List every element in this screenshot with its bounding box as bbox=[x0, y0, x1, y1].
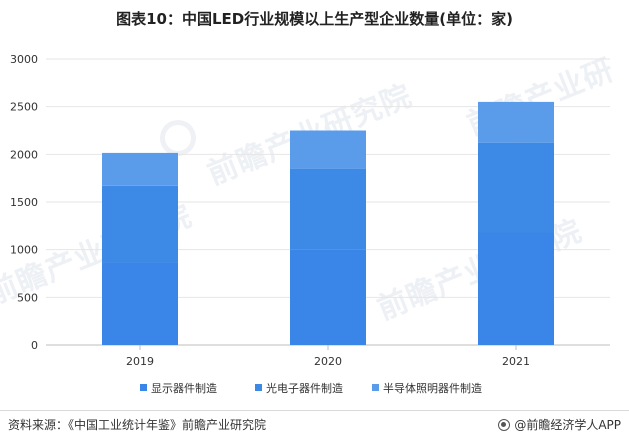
brand-logo-icon bbox=[498, 418, 511, 431]
y-tick-label: 1000 bbox=[10, 244, 38, 257]
bar-segment-3-2019 bbox=[102, 152, 178, 186]
bar-segment-3-2020 bbox=[290, 130, 366, 169]
brand-credit: @前瞻经济学人APP bbox=[498, 416, 621, 433]
axes bbox=[46, 344, 610, 350]
legend-label-2: 光电子器件制造 bbox=[266, 381, 343, 395]
bar-segment-2-2021 bbox=[478, 142, 554, 233]
y-tick-label: 3000 bbox=[10, 53, 38, 66]
chart-title: 图表10：中国LED行业规模以上生产型企业数量(单位：家) bbox=[116, 10, 513, 28]
bar-segment-2-2019 bbox=[102, 185, 178, 263]
footer-divider bbox=[0, 410, 629, 411]
bar-segment-2-2020 bbox=[290, 168, 366, 250]
y-tick-label: 2500 bbox=[10, 101, 38, 114]
source-note: 资料来源：《中国工业统计年鉴》前瞻产业研究院 bbox=[8, 418, 267, 432]
y-tick-label: 2000 bbox=[10, 148, 38, 161]
tick-labels: 0 500 1000 1500 2000 2500 3000 2019 2020 2021 bbox=[10, 53, 530, 368]
legend-swatch-1 bbox=[140, 384, 147, 391]
legend-swatch-3 bbox=[372, 384, 379, 391]
bar-segment-3-2021 bbox=[478, 101, 554, 143]
legend: 显示器件制造 光电子器件制造 半导体照明器件制造 bbox=[140, 381, 482, 395]
bar-segment-1-2021 bbox=[478, 232, 554, 345]
bar-segment-1-2020 bbox=[290, 249, 366, 345]
brand-text: @前瞻经济学人APP bbox=[514, 418, 621, 432]
legend-label-1: 显示器件制造 bbox=[151, 381, 217, 395]
y-tick-label: 0 bbox=[31, 339, 38, 352]
legend-label-3: 半导体照明器件制造 bbox=[383, 381, 482, 395]
y-tick-label: 1500 bbox=[10, 196, 38, 209]
y-tick-label: 500 bbox=[17, 291, 38, 304]
legend-swatch-2 bbox=[255, 384, 262, 391]
x-tick-label: 2020 bbox=[314, 355, 342, 368]
stacked-bar-chart: 0 500 1000 1500 2000 2500 3000 2019 2020 2021 显示器… bbox=[10, 53, 610, 395]
bars bbox=[102, 101, 554, 345]
bar-segment-1-2019 bbox=[102, 262, 178, 345]
x-tick-label: 2021 bbox=[502, 355, 530, 368]
x-tick-label: 2019 bbox=[126, 355, 154, 368]
